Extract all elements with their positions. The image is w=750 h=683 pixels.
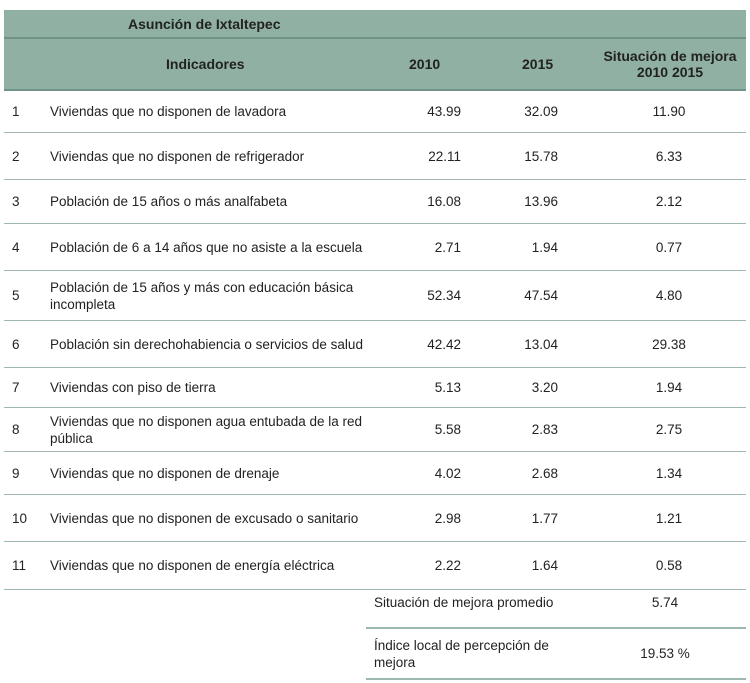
value-2010: 2.71 — [434, 239, 461, 255]
value-2010: 42.42 — [427, 336, 461, 352]
summary-label: Índice local de percepción de mejora — [374, 637, 549, 670]
row-number: 4 — [12, 239, 20, 255]
row-number: 6 — [12, 336, 20, 352]
summary-row: Índice local de percepción de mejora 19.… — [366, 629, 746, 680]
table-header-row: Indicadores 2010 2015 Situación de mejor… — [4, 39, 746, 91]
indicators-table: Asunción de Ixtaltepec Indicadores 2010 … — [4, 10, 746, 590]
value-mejora: 6.33 — [655, 148, 683, 164]
row-number: 2 — [12, 148, 20, 164]
value-2010: 2.98 — [434, 510, 461, 526]
summary-row: Situación de mejora promedio 5.74 — [366, 578, 746, 629]
value-mejora: 0.58 — [655, 558, 683, 573]
value-mejora: 1.94 — [655, 380, 683, 395]
table-title-row: Asunción de Ixtaltepec — [4, 10, 746, 39]
table-title: Asunción de Ixtaltepec — [128, 15, 281, 32]
value-mejora: 4.80 — [655, 288, 683, 303]
row-number: 7 — [12, 380, 20, 395]
value-2015: 1.64 — [531, 558, 558, 573]
table-row: 5 Población de 15 años y más con educació… — [4, 271, 746, 321]
indicator-label: Viviendas que no disponen de refrigerado… — [50, 148, 305, 164]
header-indicadores: Indicadores — [166, 56, 245, 72]
row-number: 10 — [12, 510, 28, 526]
indicator-label: Población de 15 años o más analfabeta — [50, 194, 288, 209]
value-2015: 1.94 — [531, 239, 558, 255]
value-2010: 4.02 — [434, 465, 461, 481]
value-2015: 1.77 — [531, 510, 558, 526]
value-2010: 16.08 — [427, 194, 461, 209]
indicator-label: Viviendas que no disponen de excusado o … — [50, 510, 359, 526]
value-2015: 2.68 — [531, 465, 558, 481]
row-number: 3 — [12, 194, 20, 209]
table-row: 10 Viviendas que no disponen de excusado … — [4, 495, 746, 542]
table-row: 7 Viviendas con piso de tierra 5.13 3.20 1.9… — [4, 368, 746, 408]
row-number: 5 — [12, 288, 20, 303]
row-number: 8 — [12, 422, 20, 437]
header-2015: 2015 — [522, 56, 554, 72]
value-mejora: 2.12 — [655, 194, 683, 209]
indicator-label: Población de 6 a 14 años que no asiste a… — [50, 239, 363, 255]
table-row: 8 Viviendas que no disponen agua entubada… — [4, 408, 746, 452]
summary-label: Situación de mejora promedio — [374, 595, 554, 610]
value-mejora: 0.77 — [655, 239, 683, 255]
table-row: 11 Viviendas que no disponen de energía e… — [4, 542, 746, 590]
value-2010: 43.99 — [427, 104, 461, 119]
header-2010: 2010 — [409, 56, 441, 72]
table-row: 3 Población de 15 años o más analfabeta 16… — [4, 180, 746, 224]
value-2010: 22.11 — [428, 148, 461, 164]
indicator-label: Viviendas que no disponen de energía elé… — [50, 558, 335, 573]
table-row: 1 Viviendas que no disponen de lavadora 43… — [4, 91, 746, 133]
header-mejora: Situación de mejora 2010 2015 — [603, 48, 737, 80]
value-2010: 52.34 — [427, 288, 461, 303]
indicator-label: Viviendas con piso de tierra — [50, 380, 216, 395]
indicator-label: Población sin derechohabiencia o servici… — [50, 336, 363, 352]
indicator-label: Viviendas que no disponen agua entubada … — [50, 413, 363, 446]
value-2015: 3.20 — [531, 380, 558, 395]
indicator-label: Viviendas que no disponen de drenaje — [50, 465, 280, 481]
value-2015: 32.09 — [524, 104, 558, 119]
value-mejora: 1.34 — [655, 465, 683, 481]
summary-value: 5.74 — [651, 595, 679, 610]
value-2015: 13.96 — [524, 194, 558, 209]
value-mejora: 11.90 — [652, 104, 686, 119]
value-2015: 2.83 — [531, 422, 558, 437]
table-row: 2 Viviendas que no disponen de refrigerad… — [4, 133, 746, 180]
value-2015: 15.78 — [524, 148, 558, 164]
row-number: 9 — [12, 465, 20, 481]
row-number: 11 — [12, 558, 27, 573]
indicator-label: Viviendas que no disponen de lavadora — [50, 104, 287, 119]
table-row: 9 Viviendas que no disponen de drenaje 4.0… — [4, 452, 746, 495]
value-mejora: 29.38 — [652, 336, 686, 352]
value-mejora: 2.75 — [655, 422, 683, 437]
value-2010: 5.13 — [434, 380, 461, 395]
value-2015: 13.04 — [524, 336, 558, 352]
row-number: 1 — [12, 104, 20, 119]
indicator-label: Población de 15 años y más con educación… — [50, 279, 354, 312]
summary-value: 19.53 % — [640, 646, 690, 661]
table-row: 4 Población de 6 a 14 años que no asiste … — [4, 224, 746, 271]
value-2015: 47.54 — [524, 288, 558, 303]
table-row: 6 Población sin derechohabiencia o servic… — [4, 321, 746, 368]
value-2010: 2.22 — [434, 558, 461, 573]
value-2010: 5.58 — [434, 422, 461, 437]
value-mejora: 1.21 — [655, 510, 683, 526]
